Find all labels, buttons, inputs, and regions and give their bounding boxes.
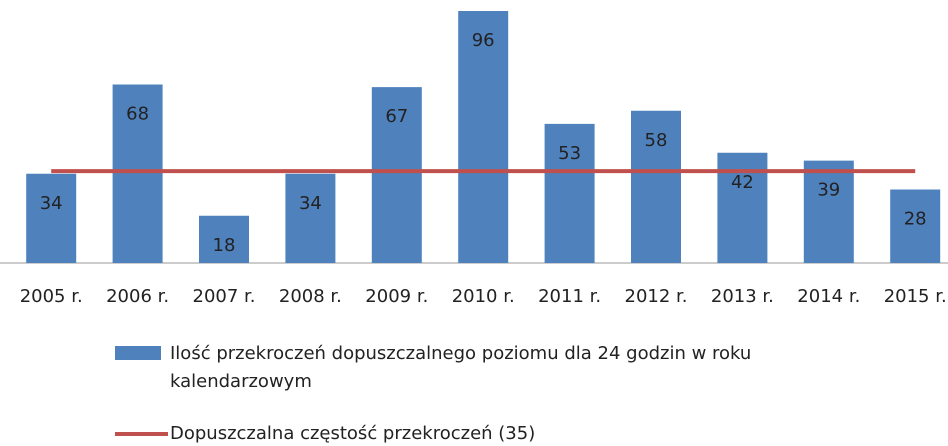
bar	[803, 160, 854, 263]
bar	[26, 173, 77, 263]
x-tick-label: 2008 r.	[279, 286, 342, 307]
data-label: 18	[213, 235, 236, 256]
legend-key	[115, 346, 161, 360]
x-tick-label: 2015 r.	[884, 286, 947, 307]
bar	[112, 84, 163, 263]
x-tick-label: 2013 r.	[711, 286, 774, 307]
legend-label: Dopuszczalna częstość przekroczeń (35)	[170, 423, 536, 444]
data-label: 67	[385, 106, 408, 127]
data-label: 53	[558, 143, 581, 164]
data-label: 39	[817, 180, 840, 201]
bar	[199, 215, 249, 263]
bar	[371, 87, 422, 263]
data-label: 58	[645, 130, 668, 151]
x-tick-label: 2006 r.	[106, 286, 169, 307]
x-tick-label: 2012 r.	[625, 286, 688, 307]
legend-label: Ilość przekroczeń dopuszczalnego poziomu…	[170, 343, 752, 392]
x-tick-label: 2005 r.	[20, 286, 83, 307]
data-label: 68	[126, 104, 149, 125]
x-tick-label: 2009 r.	[365, 286, 428, 307]
x-tick-label: 2010 r.	[452, 286, 515, 307]
data-label: 28	[904, 209, 927, 230]
data-label: 42	[731, 172, 754, 193]
x-tick-label: 2011 r.	[538, 286, 601, 307]
data-label: 34	[40, 193, 63, 214]
bar	[890, 189, 941, 263]
data-label: 34	[299, 193, 322, 214]
bar	[285, 173, 336, 263]
x-tick-label: 2014 r.	[797, 286, 860, 307]
bar	[544, 123, 595, 263]
bar	[458, 11, 509, 263]
x-tick-label: 2007 r.	[193, 286, 256, 307]
data-label: 96	[472, 30, 495, 51]
bar	[631, 110, 681, 263]
